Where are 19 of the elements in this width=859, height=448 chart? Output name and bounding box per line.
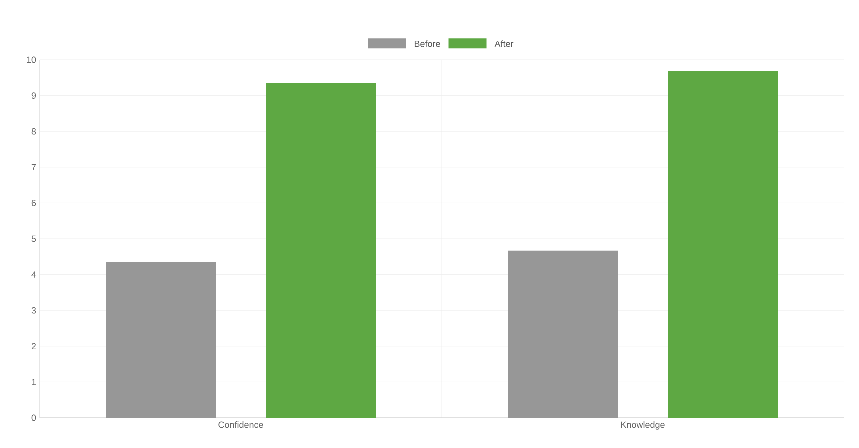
y-tick-label: 4 — [32, 272, 36, 278]
y-tick-label: 0 — [32, 414, 36, 422]
legend-label: After — [494, 40, 514, 48]
bar — [508, 250, 618, 418]
y-tick-label: 7 — [32, 164, 36, 170]
y-tick-label: 9 — [32, 92, 36, 99]
bar — [266, 83, 376, 418]
y-tick-label: 2 — [32, 343, 36, 350]
y-tick-label: 1 — [32, 379, 36, 386]
y-tick-label: 8 — [32, 128, 36, 135]
x-tick-label: Confidence — [218, 422, 264, 428]
y-tick-label: 3 — [32, 307, 36, 314]
bar — [668, 71, 778, 418]
y-tick-label: 6 — [32, 200, 36, 206]
y-tick-label: 5 — [32, 236, 36, 242]
y-tick-label: 10 — [27, 56, 36, 64]
bar — [106, 262, 216, 418]
legend-label: Before — [414, 40, 440, 48]
x-tick-label: Knowledge — [621, 422, 665, 430]
